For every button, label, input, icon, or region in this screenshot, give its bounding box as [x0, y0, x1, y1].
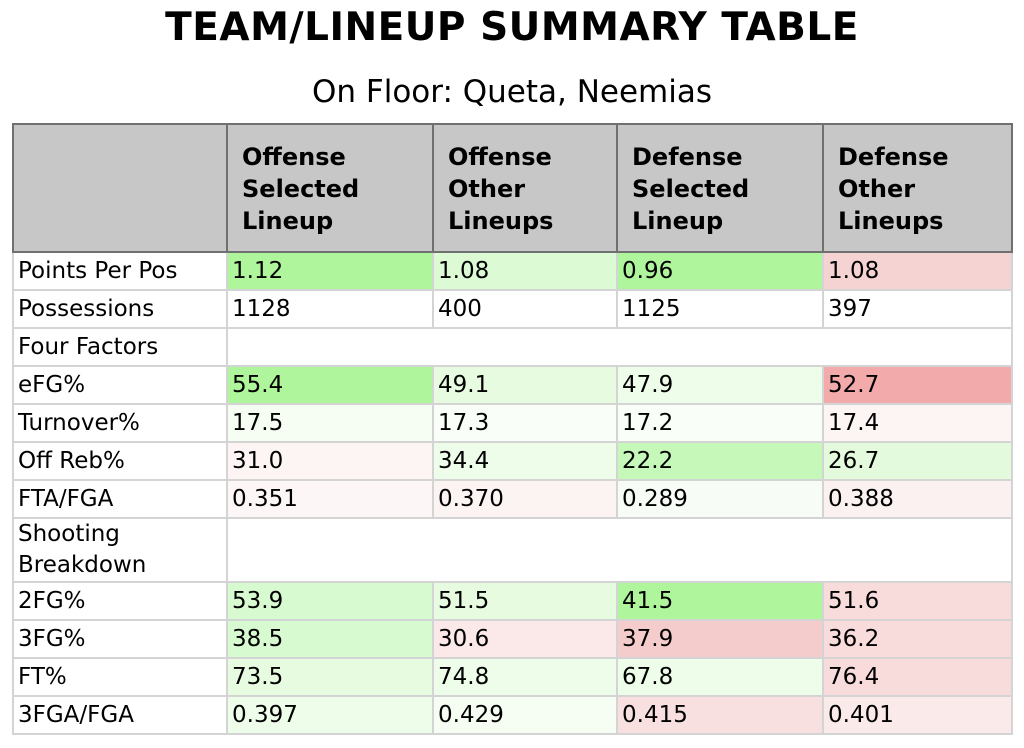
- column-header: Offense Other Lineups: [432, 123, 618, 253]
- table-row: Possessions 1128 400 1125 397: [12, 289, 1013, 329]
- section-row: Shooting Breakdown: [12, 517, 1013, 583]
- value-cell: 53.9: [226, 581, 434, 621]
- value-cell: 0.96: [616, 251, 824, 291]
- column-header: Defense Other Lineups: [822, 123, 1013, 253]
- value-cell: 51.5: [432, 581, 618, 621]
- table-row: FT% 73.5 74.8 67.8 76.4: [12, 657, 1013, 697]
- value-cell: 17.5: [226, 403, 434, 443]
- value-cell: 17.2: [616, 403, 824, 443]
- section-row: Four Factors: [12, 327, 1013, 367]
- page-subtitle: On Floor: Queta, Neemias: [311, 74, 713, 110]
- value-cell: 36.2: [822, 619, 1013, 659]
- value-cell: 17.4: [822, 403, 1013, 443]
- row-label: 3FGA/FGA: [12, 695, 228, 735]
- value-cell: 47.9: [616, 365, 824, 405]
- value-cell: 38.5: [226, 619, 434, 659]
- table-row: Turnover% 17.5 17.3 17.2 17.4: [12, 403, 1013, 443]
- value-cell: 397: [822, 289, 1013, 329]
- value-cell: 76.4: [822, 657, 1013, 697]
- table-row: Points Per Pos 1.12 1.08 0.96 1.08: [12, 251, 1013, 291]
- header-corner-cell: [12, 123, 228, 253]
- column-header: Offense Selected Lineup: [226, 123, 434, 253]
- row-label: Points Per Pos: [12, 251, 228, 291]
- column-header: Defense Selected Lineup: [616, 123, 824, 253]
- value-cell: 400: [432, 289, 618, 329]
- table-header-row: Offense Selected Lineup Offense Other Li…: [12, 123, 1013, 253]
- value-cell: 0.289: [616, 479, 824, 519]
- section-label: Shooting Breakdown: [12, 517, 228, 583]
- row-label: Off Reb%: [12, 441, 228, 481]
- section-label: Four Factors: [12, 327, 228, 367]
- value-cell: 67.8: [616, 657, 824, 697]
- row-label: 3FG%: [12, 619, 228, 659]
- value-cell: 52.7: [822, 365, 1013, 405]
- value-cell: 74.8: [432, 657, 618, 697]
- row-label: Turnover%: [12, 403, 228, 443]
- row-label: 2FG%: [12, 581, 228, 621]
- value-cell: 51.6: [822, 581, 1013, 621]
- value-cell: 30.6: [432, 619, 618, 659]
- value-cell: 31.0: [226, 441, 434, 481]
- table-row: 3FG% 38.5 30.6 37.9 36.2: [12, 619, 1013, 659]
- value-cell: 0.429: [432, 695, 618, 735]
- section-spacer-cell: [226, 327, 1013, 367]
- row-label: eFG%: [12, 365, 228, 405]
- value-cell: 55.4: [226, 365, 434, 405]
- value-cell: 1125: [616, 289, 824, 329]
- value-cell: 73.5: [226, 657, 434, 697]
- page-title: TEAM/LINEUP SUMMARY TABLE: [165, 5, 859, 50]
- value-cell: 41.5: [616, 581, 824, 621]
- value-cell: 1.12: [226, 251, 434, 291]
- section-spacer-cell: [226, 517, 1013, 583]
- value-cell: 0.397: [226, 695, 434, 735]
- value-cell: 1128: [226, 289, 434, 329]
- value-cell: 49.1: [432, 365, 618, 405]
- table-row: eFG% 55.4 49.1 47.9 52.7: [12, 365, 1013, 405]
- row-label: FTA/FGA: [12, 479, 228, 519]
- value-cell: 37.9: [616, 619, 824, 659]
- row-label: FT%: [12, 657, 228, 697]
- value-cell: 1.08: [432, 251, 618, 291]
- value-cell: 0.370: [432, 479, 618, 519]
- value-cell: 0.388: [822, 479, 1013, 519]
- row-label: Possessions: [12, 289, 228, 329]
- value-cell: 1.08: [822, 251, 1013, 291]
- table-body: Points Per Pos 1.12 1.08 0.96 1.08 Possession…: [12, 251, 1013, 735]
- value-cell: 34.4: [432, 441, 618, 481]
- value-cell: 0.415: [616, 695, 824, 735]
- value-cell: 0.401: [822, 695, 1013, 735]
- table-row: 2FG% 53.9 51.5 41.5 51.6: [12, 581, 1013, 621]
- value-cell: 17.3: [432, 403, 618, 443]
- value-cell: 22.2: [616, 441, 824, 481]
- summary-table: Offense Selected Lineup Offense Other Li…: [12, 123, 1013, 735]
- table-row: 3FGA/FGA 0.397 0.429 0.415 0.401: [12, 695, 1013, 735]
- value-cell: 0.351: [226, 479, 434, 519]
- table-row: Off Reb% 31.0 34.4 22.2 26.7: [12, 441, 1013, 481]
- value-cell: 26.7: [822, 441, 1013, 481]
- table-row: FTA/FGA 0.351 0.370 0.289 0.388: [12, 479, 1013, 519]
